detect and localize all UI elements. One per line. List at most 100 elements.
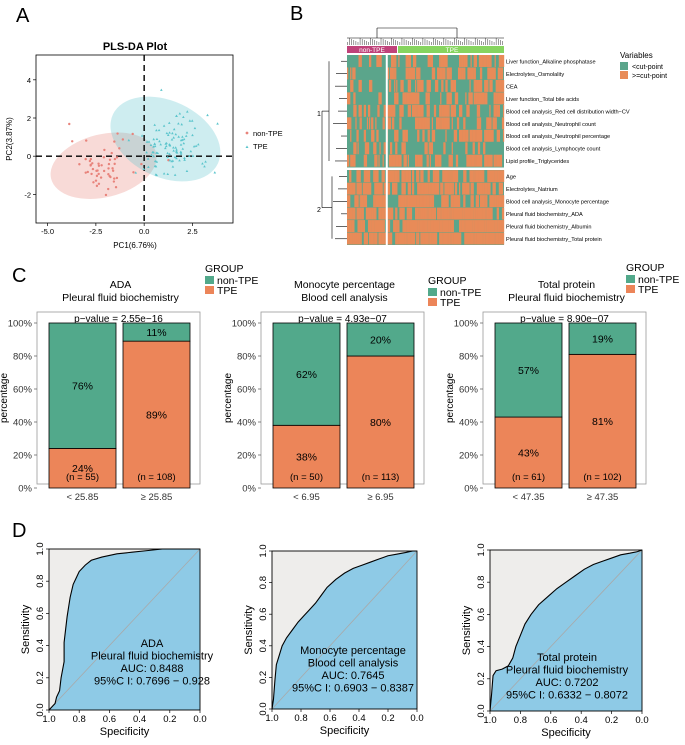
plsda-point-nontpe [114, 186, 118, 189]
plsda-point-nontpe [110, 151, 113, 155]
bar-ytick-label: 20% [13, 451, 33, 462]
heatmap-cell [454, 182, 457, 195]
heatmap-cell [347, 67, 349, 80]
plsda-point-tpe [181, 135, 184, 138]
heatmap-cell [492, 195, 494, 208]
heatmap-cell [478, 92, 482, 105]
heatmap-cell [357, 207, 360, 220]
heatmap-cell [494, 170, 498, 183]
plsda-point-nontpe [90, 172, 93, 176]
heatmap-cell [366, 117, 369, 130]
plsda-xtick-label: -2.5 [89, 227, 102, 236]
heatmap-cell [464, 232, 468, 245]
plsda-point-tpe [166, 151, 169, 155]
heatmap-cell [358, 170, 360, 183]
heatmap-cell [486, 117, 488, 130]
heatmap-cell [440, 92, 442, 105]
heatmap-cell [442, 232, 444, 245]
bar-legend-swatch-nontpe [428, 288, 437, 296]
heatmap-cell [454, 92, 459, 105]
heatmap-cell [456, 232, 460, 245]
heatmap-cell [408, 55, 412, 67]
heatmap-cell [397, 220, 400, 233]
heatmap-cell [409, 220, 414, 233]
plsda-point-tpe [152, 154, 155, 158]
plsda-point-tpe [170, 138, 174, 141]
plsda-point-tpe [179, 138, 183, 142]
heatmap-cell [347, 154, 350, 167]
bar-legend-tpe: TPE [217, 285, 237, 297]
heatmap-cell [477, 220, 480, 233]
plsda-point-tpe [179, 152, 183, 155]
heatmap-cell [400, 117, 402, 130]
heatmap-cell [470, 182, 474, 195]
heatmap-cell [377, 104, 379, 117]
roc-ytick-label: 1.0 [258, 544, 269, 557]
heatmap-cell [403, 182, 406, 195]
roc-xtick-label: 1.0 [265, 713, 278, 724]
bar-ylabel: percentage [0, 373, 10, 423]
plsda-point-nontpe [88, 159, 92, 163]
plsda-point-tpe [127, 138, 131, 142]
bar-value-label-nontpe: 20% [370, 335, 391, 347]
heatmap-cell [376, 55, 379, 67]
heatmap-cell [395, 67, 397, 80]
plsda-point-tpe [149, 143, 153, 147]
heatmap-cell [374, 154, 378, 167]
heatmap-cell [359, 182, 362, 195]
roc-xtick-label: 0.6 [323, 713, 336, 724]
heatmap-cell [455, 207, 460, 220]
bar-segment-nontpe [122, 322, 191, 342]
plsda-point-nontpe [95, 184, 99, 188]
heatmap-cell [348, 117, 352, 130]
plsda-point-nontpe [113, 140, 116, 143]
heatmap-cell [371, 129, 375, 142]
bar-n-label: (n = 61) [512, 472, 545, 483]
plsda-point-tpe [155, 137, 159, 141]
heatmap-cell [487, 154, 489, 167]
heatmap-cell [479, 195, 482, 208]
heatmap-cell [382, 154, 384, 167]
cluster-label-2: 2 [317, 207, 321, 214]
plsda-point-tpe [181, 147, 185, 150]
bar-category-label: ≥ 6.95 [367, 492, 393, 503]
plsda-point-nontpe [113, 177, 116, 180]
heatmap-cell [449, 207, 451, 220]
heatmap-cell [458, 207, 463, 220]
heatmap-cell [425, 232, 429, 245]
heatmap-cell [491, 67, 494, 80]
plsda-point-nontpe [95, 174, 99, 178]
roc-ytick-label: 0.2 [258, 671, 269, 684]
heatmap-cell [404, 92, 407, 105]
heatmap-cell [428, 232, 430, 245]
bar-value-label-nontpe: 62% [296, 369, 317, 381]
heatmap-cell [490, 195, 493, 208]
heatmap-cell [350, 79, 354, 92]
heatmap-cell [364, 142, 367, 155]
plsda-point-nontpe [112, 180, 116, 183]
plsda-point-tpe [189, 150, 193, 153]
plsda-legend: non-TPE TPE [245, 129, 283, 151]
plsda-point-tpe [175, 114, 178, 117]
heatmap-cell [475, 129, 477, 142]
plsda-point-nontpe [116, 132, 119, 135]
heatmap-cell [464, 207, 468, 220]
heatmap-cell [478, 55, 483, 67]
heatmap-cell [474, 220, 479, 233]
plsda-point-tpe [185, 131, 189, 134]
heatmap-cell [442, 79, 444, 92]
roc-xtick-label: 0.6 [103, 714, 116, 725]
heatmap-cell [357, 142, 359, 155]
heatmap-cell [465, 220, 469, 233]
plsda-xtick-label: 2.5 [187, 227, 197, 236]
heatmap-cell [381, 170, 383, 183]
heatmap-cell [468, 182, 470, 195]
heatmap-cell [378, 207, 382, 220]
heatmap-cell [472, 129, 476, 142]
heatmap-cell [488, 207, 490, 220]
heatmap-cell [422, 232, 425, 245]
panel-d-roc: 1.0 0.8 0.6 0.4 0.2 0.0 0.0 0.2 0.4 0.6 0.8 1.0 Spec… [20, 542, 649, 739]
heatmap-cell [434, 104, 437, 117]
plsda-point-tpe [164, 146, 167, 150]
bar-segment-tpe [346, 355, 415, 489]
